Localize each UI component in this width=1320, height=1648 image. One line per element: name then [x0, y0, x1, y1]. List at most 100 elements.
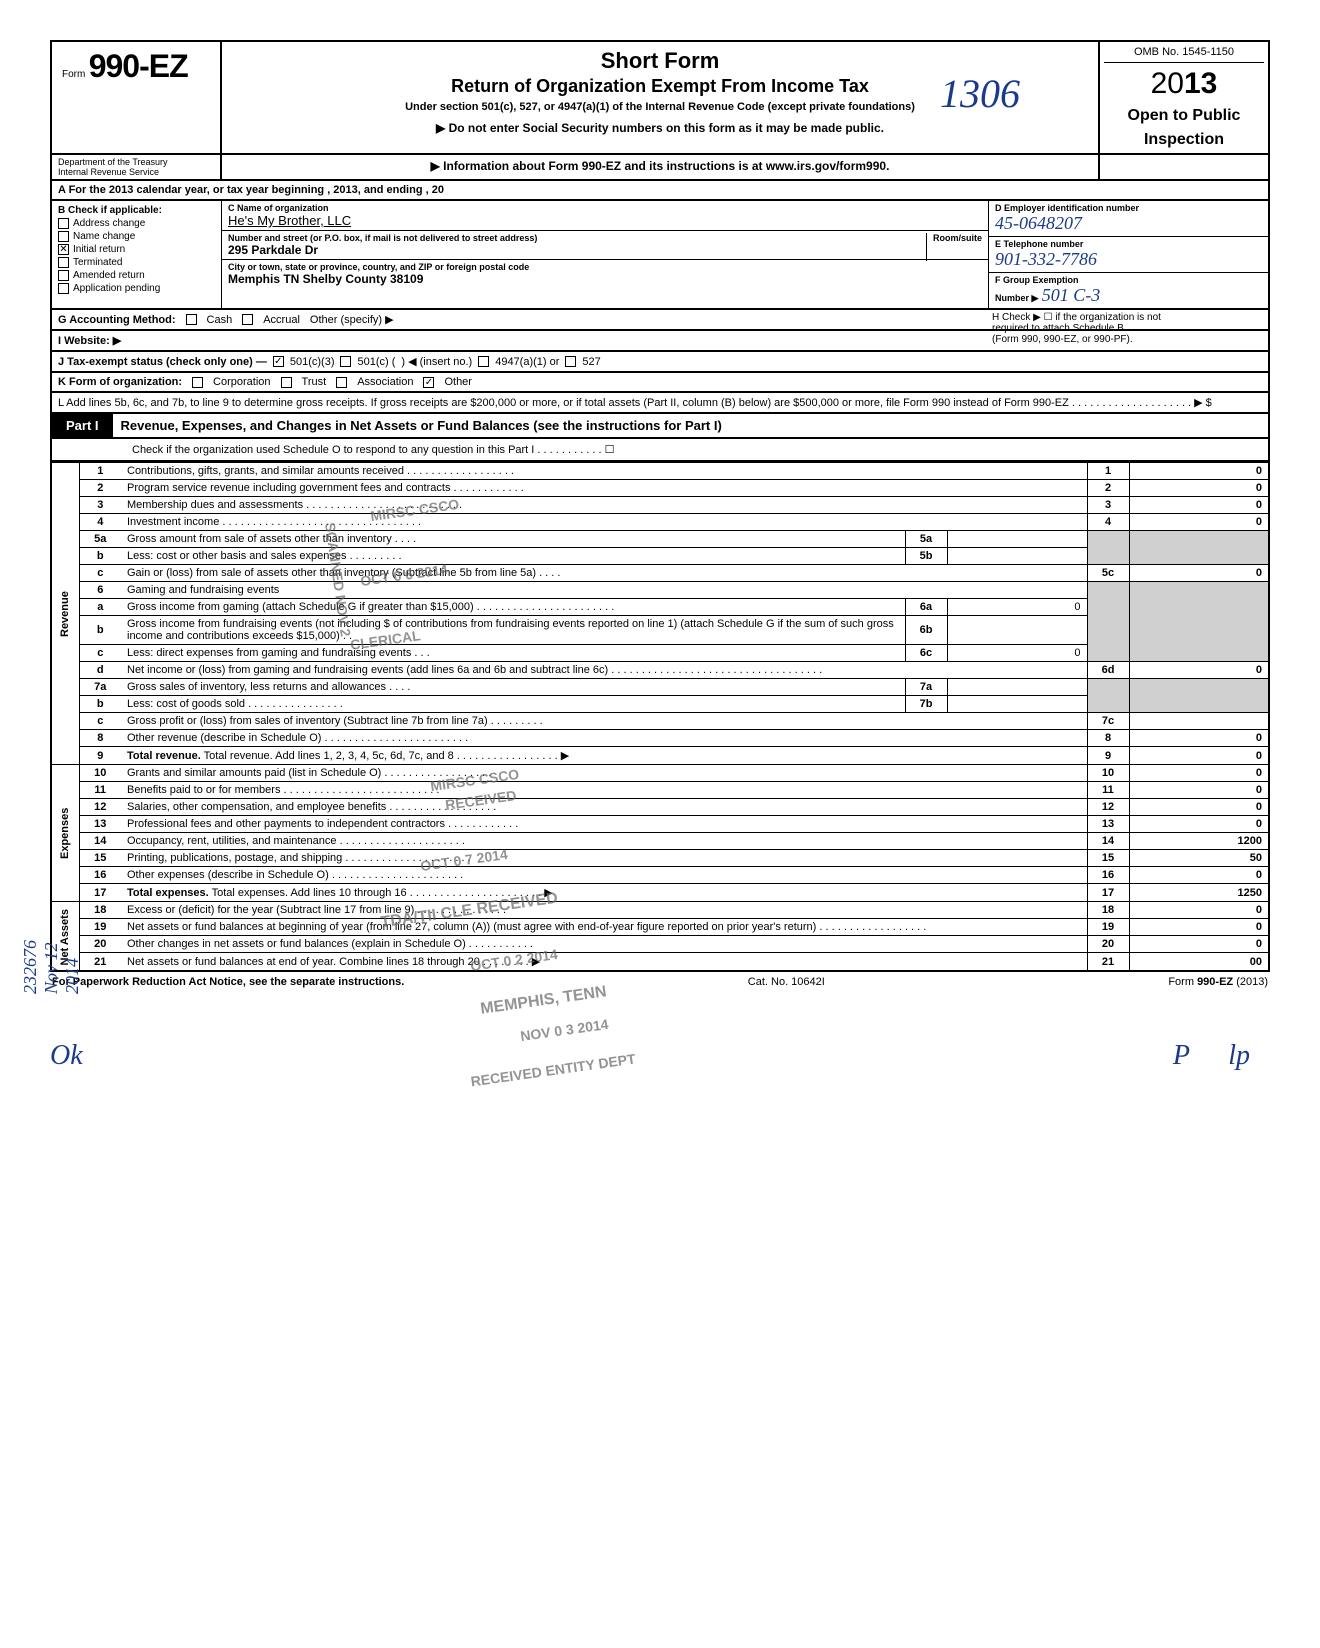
d-14: Occupancy, rent, utilities, and maintena… — [121, 833, 1087, 850]
stamp-nov03: NOV 0 3 2014 — [519, 1016, 609, 1044]
rn-17: 17 — [1087, 884, 1129, 902]
d-1: Contributions, gifts, grants, and simila… — [121, 463, 1087, 480]
footer-left: For Paperwork Reduction Act Notice, see … — [52, 976, 404, 988]
ln-7c: c — [79, 713, 121, 730]
rn-18: 18 — [1087, 902, 1129, 919]
rn-19: 19 — [1087, 919, 1129, 936]
rv-7c — [1129, 713, 1269, 730]
rv-19: 0 — [1129, 919, 1269, 936]
d-20: Other changes in net assets or fund bala… — [121, 936, 1087, 953]
j-527: 527 — [582, 356, 600, 368]
rv-3: 0 — [1129, 497, 1269, 514]
rv-17: 1250 — [1129, 884, 1269, 902]
chk-527[interactable] — [565, 356, 576, 367]
rn-15: 15 — [1087, 850, 1129, 867]
k-other: Other — [444, 376, 472, 388]
g-other: Other (specify) ▶ — [310, 313, 394, 326]
ln-13: 13 — [79, 816, 121, 833]
j-insert: ) ◀ (insert no.) — [401, 355, 472, 368]
rn-11: 11 — [1087, 782, 1129, 799]
telephone: 901-332-7786 — [995, 249, 1262, 270]
side-revenue: Revenue — [51, 463, 79, 765]
d-9: Total revenue. Total revenue. Add lines … — [121, 747, 1087, 765]
chk-501c[interactable] — [340, 356, 351, 367]
rn-9: 9 — [1087, 747, 1129, 765]
d-label: D Employer identification number — [995, 203, 1262, 213]
mn-5b: 5b — [905, 548, 947, 565]
rv-21: 00 — [1129, 953, 1269, 972]
h-line1: H Check ▶ ☐ if the organization is not — [992, 312, 1262, 323]
d-6: Gaming and fundraising events — [121, 582, 1087, 599]
room-suite-label: Room/suite — [926, 233, 982, 261]
bottom-right-p: P — [1173, 1040, 1190, 1072]
d-5b: Less: cost or other basis and sales expe… — [121, 548, 905, 565]
j-4947: 4947(a)(1) or — [495, 356, 559, 368]
ln-15: 15 — [79, 850, 121, 867]
mn-7b: 7b — [905, 696, 947, 713]
chk-address-change[interactable]: Address change — [58, 218, 215, 229]
rn-8: 8 — [1087, 730, 1129, 747]
d-6b: Gross income from fundraising events (no… — [121, 616, 905, 645]
mn-5a: 5a — [905, 531, 947, 548]
g-cash: Cash — [207, 314, 233, 326]
h-line2: required to attach Schedule B — [992, 323, 1262, 334]
rv-4: 0 — [1129, 514, 1269, 531]
ln-2: 2 — [79, 480, 121, 497]
rv-8: 0 — [1129, 730, 1269, 747]
d-8: Other revenue (describe in Schedule O) .… — [121, 730, 1087, 747]
ln-6a: a — [79, 599, 121, 616]
c-label: C Name of organization — [228, 203, 982, 213]
rv-6d: 0 — [1129, 662, 1269, 679]
bottom-left-initial: Ok — [50, 1040, 83, 1072]
dept-line1: Department of the Treasury — [58, 157, 214, 167]
chk-4947[interactable] — [478, 356, 489, 367]
chk-amended[interactable]: Amended return — [58, 270, 215, 281]
rn-13: 13 — [1087, 816, 1129, 833]
d-7c: Gross profit or (loss) from sales of inv… — [121, 713, 1087, 730]
chk-accrual[interactable] — [242, 314, 253, 325]
rn-3: 3 — [1087, 497, 1129, 514]
open-public: Open to Public — [1104, 107, 1264, 125]
d-11: Benefits paid to or for members . . . . … — [121, 782, 1087, 799]
rv-9: 0 — [1129, 747, 1269, 765]
mv-6b — [947, 616, 1087, 645]
ln-4: 4 — [79, 514, 121, 531]
chk-assoc[interactable] — [336, 377, 347, 388]
dept-line2: Internal Revenue Service — [58, 167, 214, 177]
chk-trust[interactable] — [281, 377, 292, 388]
part1-table: Revenue 1 Contributions, gifts, grants, … — [50, 462, 1270, 972]
rn-12: 12 — [1087, 799, 1129, 816]
chk-app-pending[interactable]: Application pending — [58, 283, 215, 294]
chk-corp[interactable] — [192, 377, 203, 388]
ln-14: 14 — [79, 833, 121, 850]
f-num-label: Number ▶ — [995, 293, 1038, 303]
ln-7a: 7a — [79, 679, 121, 696]
form-arrow1: ▶ Do not enter Social Security numbers o… — [232, 121, 1088, 135]
side-expenses: Expenses — [51, 765, 79, 902]
footer-right: Form 990-EZ (2013) — [1168, 976, 1268, 988]
d-19: Net assets or fund balances at beginning… — [121, 919, 1087, 936]
chk-cash[interactable] — [186, 314, 197, 325]
rv-18: 0 — [1129, 902, 1269, 919]
rv-14: 1200 — [1129, 833, 1269, 850]
rn-2: 2 — [1087, 480, 1129, 497]
rn-6d: 6d — [1087, 662, 1129, 679]
rv-20: 0 — [1129, 936, 1269, 953]
ln-11: 11 — [79, 782, 121, 799]
ein: 45-0648207 — [995, 213, 1262, 234]
rn-14: 14 — [1087, 833, 1129, 850]
ln-5b: b — [79, 548, 121, 565]
chk-name-change[interactable]: Name change — [58, 231, 215, 242]
rv-2: 0 — [1129, 480, 1269, 497]
chk-other[interactable]: ✓ — [423, 377, 434, 388]
j-prefix: J Tax-exempt status (check only one) — — [58, 356, 267, 368]
chk-501c3[interactable]: ✓ — [273, 356, 284, 367]
rv-5c: 0 — [1129, 565, 1269, 582]
d-6c: Less: direct expenses from gaming and fu… — [121, 645, 905, 662]
rv-13: 0 — [1129, 816, 1269, 833]
chk-initial-return[interactable]: ✕Initial return — [58, 244, 215, 255]
ln-8: 8 — [79, 730, 121, 747]
mn-6c: 6c — [905, 645, 947, 662]
chk-terminated[interactable]: Terminated — [58, 257, 215, 268]
form-prefix: Form — [62, 69, 85, 80]
